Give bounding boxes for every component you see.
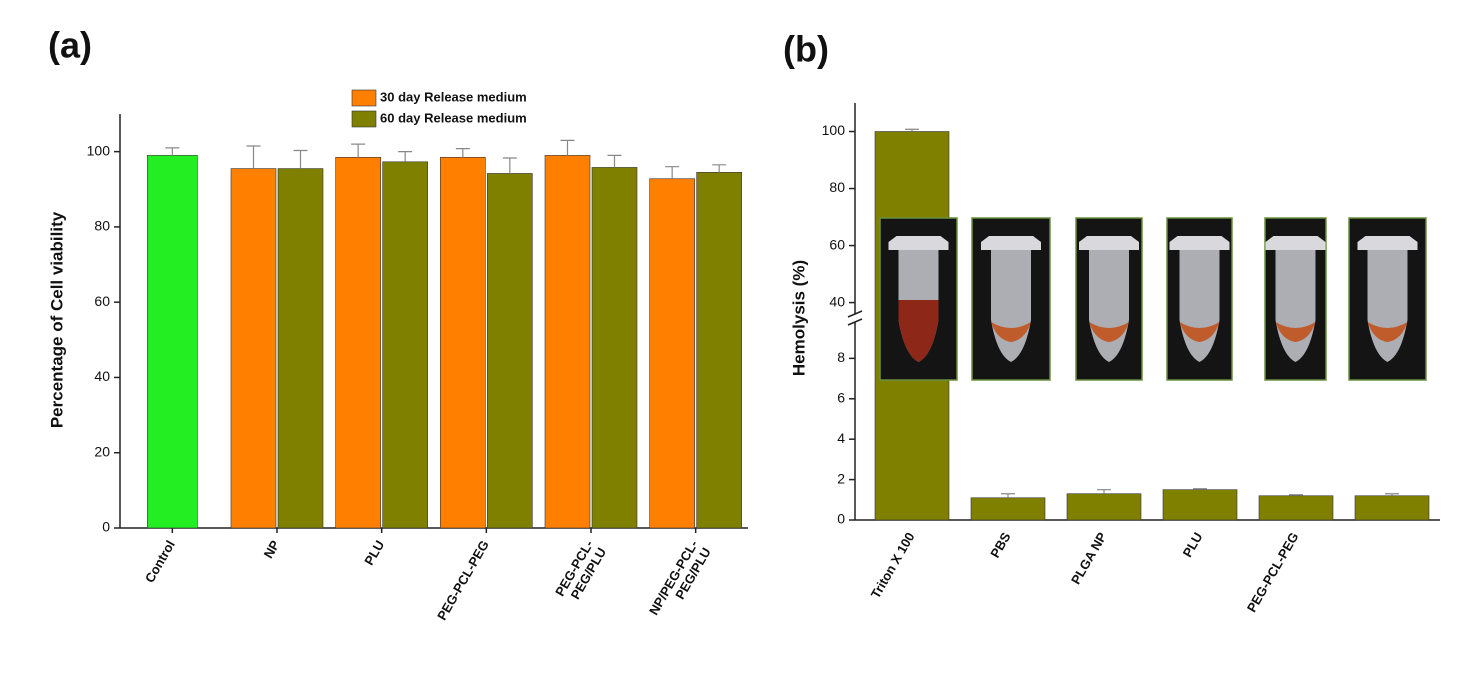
error-bar	[398, 151, 413, 162]
bar	[696, 172, 742, 529]
y-tick-label: 40	[94, 368, 110, 384]
y-tick-label: 2	[837, 470, 845, 486]
error-bar	[560, 139, 575, 156]
tube-cap	[981, 236, 1041, 250]
tube-liquid	[1275, 322, 1316, 342]
x-tick-label: NP	[261, 537, 283, 560]
legend-label: 30 day Release medium	[380, 89, 527, 104]
panel-label: (b)	[783, 29, 829, 70]
x-tick-label: Control	[142, 538, 178, 586]
y-tick-label: 4	[837, 430, 845, 446]
tube-cap	[888, 236, 949, 250]
bar	[544, 155, 591, 529]
tube-photo	[879, 217, 958, 381]
error-bar	[607, 154, 622, 168]
y-axis-label: Hemolysis (%)	[789, 260, 808, 376]
tube-cap	[1169, 236, 1230, 250]
x-tick-label: PEG-PCL-PEG	[434, 538, 492, 623]
bar	[440, 156, 486, 529]
error-bar	[1385, 493, 1399, 496]
x-tick-label: PLGA NP	[1068, 529, 1110, 586]
error-bar	[1001, 493, 1015, 498]
error-bar	[665, 166, 680, 179]
x-tick-label: PEG-PCL-PEG/PLU	[553, 538, 610, 607]
tube-cap	[1079, 236, 1139, 250]
tube-liquid	[1089, 322, 1129, 342]
tube-liquid	[1179, 322, 1220, 342]
y-tick-label: 100	[87, 142, 111, 158]
bar	[147, 155, 198, 529]
tube-photo	[1166, 217, 1233, 381]
y-tick-label: 8	[837, 349, 845, 365]
error-bar	[1193, 488, 1207, 490]
bar	[1162, 489, 1238, 521]
y-axis-label: Percentage of Cell viability	[47, 211, 66, 428]
x-tick-label: PLU/PEG-PCL-PEG	[1325, 530, 1398, 641]
error-bar	[455, 148, 470, 158]
x-tick-label: Triton X 100	[868, 530, 918, 601]
y-tick-label: 0	[837, 511, 845, 527]
y-tick-label: 60	[94, 293, 110, 309]
tube-liquid	[1367, 322, 1408, 342]
bar	[1066, 493, 1142, 521]
legend-swatch	[351, 110, 377, 128]
y-tick-label: 80	[829, 179, 845, 195]
y-tick-label: 80	[94, 218, 110, 234]
legend-swatch	[351, 89, 377, 107]
bar	[1354, 495, 1430, 521]
x-tick-label: PBS	[987, 529, 1014, 560]
x-tick-label: NP/PEG-PCL-PEG/PLU	[646, 538, 714, 626]
legend-label: 60 day Release medium	[380, 110, 527, 125]
x-labels: Triton X 100 PBS PLGA NP PLU PEG-PCL-PEG PLU/…	[868, 529, 1398, 641]
panel-label: (a)	[48, 25, 92, 66]
y-tick-label: 60	[829, 236, 845, 252]
error-bar	[351, 143, 366, 158]
tube-photo	[1075, 217, 1143, 381]
tube-cap	[1265, 236, 1326, 250]
x-tick-label: PLU	[361, 538, 387, 568]
tube-cap	[1357, 236, 1418, 250]
error-bar	[905, 128, 919, 132]
bar	[649, 178, 695, 529]
bar	[335, 156, 381, 529]
error-bar	[502, 157, 517, 174]
y-tick-label: 20	[94, 443, 110, 459]
error-bar	[165, 147, 180, 156]
x-tick-label: PLU	[1180, 530, 1206, 560]
error-bar	[1289, 494, 1303, 496]
bar	[591, 167, 638, 529]
error-bar	[246, 145, 261, 169]
bar	[230, 168, 277, 529]
bar	[382, 161, 428, 529]
bar	[1258, 495, 1334, 521]
y-tick-label: 40	[829, 293, 845, 309]
tube-photo	[1264, 217, 1327, 381]
y-tick-label: 6	[837, 389, 845, 405]
bar	[487, 173, 533, 529]
tube-liquid	[991, 322, 1031, 342]
tube-liquid	[898, 300, 939, 362]
x-tick-label: PEG-PCL-PEG	[1244, 530, 1302, 615]
bar	[277, 168, 324, 529]
axis-break	[847, 310, 863, 326]
tube-photo	[1348, 217, 1427, 381]
bar	[970, 497, 1046, 521]
error-bar	[1097, 489, 1111, 494]
y-tick-label: 0	[102, 519, 110, 535]
error-bar	[712, 164, 727, 173]
tube-photo	[971, 217, 1051, 381]
y-tick-label: 100	[822, 122, 846, 138]
error-bar	[293, 149, 308, 169]
